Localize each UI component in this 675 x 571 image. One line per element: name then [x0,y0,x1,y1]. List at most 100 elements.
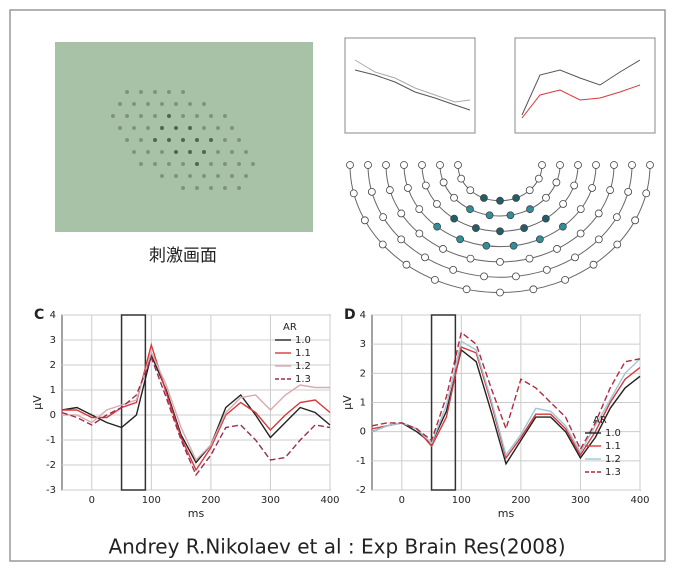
dot [181,138,185,142]
x-tick-label: 400 [320,495,339,506]
dot [188,126,192,130]
dot [216,150,220,154]
electrode [628,161,636,169]
dot [174,174,178,178]
x-tick-label: 0 [89,495,95,506]
y-tick-label: -2 [46,460,56,471]
x-tick-label: 200 [201,495,220,506]
electrode [613,240,622,249]
dot [195,162,199,166]
electrode [450,214,459,223]
x-axis-label: ms [498,507,515,520]
legend-label: 1.2 [605,454,621,465]
electrode [561,275,569,284]
dot [125,90,129,94]
x-tick-label: 200 [511,495,530,506]
y-tick-label: 4 [50,310,56,321]
dot [132,150,136,154]
caption: 刺激画面 [149,246,217,266]
dot [244,150,248,154]
electrode [496,257,504,266]
electrode [512,194,520,202]
legend-label: 1.3 [605,467,621,478]
electrode [542,193,550,202]
dot [146,102,150,106]
electrode [506,211,515,220]
electrode [439,178,448,187]
electrode [525,186,534,195]
electrode [462,285,471,294]
x-tick-label: 100 [142,495,161,506]
dot [223,186,227,190]
electrode [466,254,475,263]
dot [223,162,227,166]
electrode [509,241,518,250]
electrode [542,266,551,274]
dot [167,114,171,118]
small-chart-a [344,37,476,134]
electrode [415,229,424,238]
electrode [552,178,561,187]
dot [216,126,220,130]
dot [139,90,143,94]
legend-label: 1.0 [605,428,621,439]
x-axis-label: ms [188,507,205,520]
y-tick-label: -1 [46,435,56,446]
dot [230,126,234,130]
electrode [553,245,561,253]
electrode [592,161,600,169]
electrode [558,222,567,231]
dot [202,150,206,154]
dot [209,114,213,118]
dot [132,102,136,106]
dot [251,162,255,166]
dot [188,150,192,154]
small-charts [344,37,656,134]
dot [181,114,185,118]
x-tick-label: 400 [630,495,649,506]
x-tick-label: 100 [452,495,471,506]
electrode [589,260,598,269]
electrode-map [346,161,654,297]
electrode [436,161,444,169]
electrode [576,229,585,238]
legend-label: 1.3 [295,374,311,385]
electrode [346,161,354,169]
electrode [534,174,543,183]
dot [237,162,241,166]
electrode [571,253,579,262]
electrode [418,161,426,169]
dot [223,138,227,142]
dot [160,126,164,130]
electrode [456,235,465,244]
electrode [454,161,462,169]
y-tick-label: 2 [50,360,56,371]
dot [153,162,157,166]
dot [174,150,178,154]
electrode [400,161,408,169]
dot [202,102,206,106]
legend-title: AR [283,322,297,333]
dot [111,114,115,118]
electrode [385,186,394,194]
highlight-window [120,314,147,491]
dot [118,126,122,130]
dot [118,102,122,106]
x-tick-label: 300 [261,495,280,506]
dot [153,138,157,142]
electrode [529,285,538,294]
y-tick-label: -2 [356,485,366,496]
legend-label: 1.2 [295,361,311,372]
dot [244,174,248,178]
dot [216,174,220,178]
dot [167,90,171,94]
electrode [378,240,387,249]
dot [181,186,185,190]
electrode [610,161,618,169]
electrode [397,235,406,244]
dot [181,162,185,166]
electrode [466,186,475,195]
dot [237,138,241,142]
electrode [379,213,388,222]
